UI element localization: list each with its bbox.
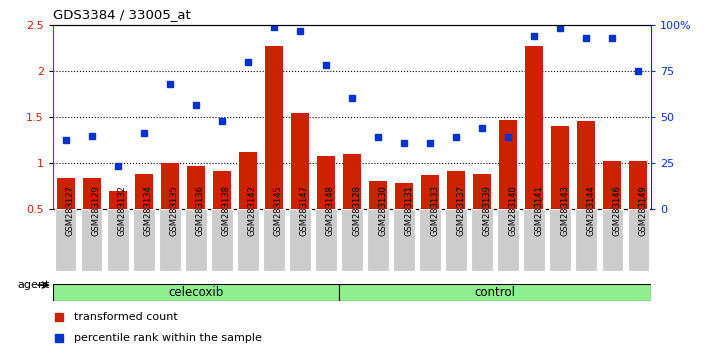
Bar: [53, 284, 339, 301]
Bar: [265, 46, 283, 209]
Bar: [55, 209, 77, 271]
Text: GSM283136: GSM283136: [196, 185, 205, 236]
Bar: [575, 209, 597, 271]
Bar: [108, 192, 127, 209]
Bar: [549, 209, 571, 271]
Bar: [472, 209, 493, 271]
Text: GSM283129: GSM283129: [92, 185, 101, 236]
Bar: [211, 209, 232, 271]
Bar: [185, 209, 206, 271]
Bar: [395, 183, 413, 209]
Bar: [107, 209, 129, 271]
Text: GSM283133: GSM283133: [430, 185, 439, 236]
Bar: [525, 46, 543, 209]
Text: agent: agent: [17, 280, 49, 290]
Text: GSM283132: GSM283132: [118, 185, 127, 236]
Bar: [369, 181, 387, 209]
Bar: [524, 209, 545, 271]
Text: GSM283143: GSM283143: [560, 185, 569, 236]
Bar: [367, 209, 389, 271]
Bar: [213, 171, 231, 209]
Bar: [394, 209, 415, 271]
Text: percentile rank within the sample: percentile rank within the sample: [74, 332, 262, 343]
Text: GSM283135: GSM283135: [170, 185, 179, 236]
Bar: [629, 161, 647, 209]
Text: transformed count: transformed count: [74, 312, 177, 322]
Bar: [133, 209, 155, 271]
Bar: [499, 120, 517, 209]
Bar: [473, 174, 491, 209]
Text: GSM283149: GSM283149: [639, 185, 647, 236]
Bar: [134, 174, 153, 209]
Text: GSM283128: GSM283128: [352, 185, 361, 236]
Text: GSM283146: GSM283146: [612, 185, 621, 236]
Bar: [291, 113, 309, 209]
Text: GSM283134: GSM283134: [144, 185, 153, 236]
Bar: [577, 121, 596, 209]
Bar: [57, 178, 75, 209]
Bar: [420, 209, 441, 271]
Text: control: control: [474, 286, 515, 299]
Bar: [551, 126, 570, 209]
Bar: [289, 209, 310, 271]
Bar: [446, 209, 467, 271]
Bar: [601, 209, 623, 271]
Text: GDS3384 / 33005_at: GDS3384 / 33005_at: [53, 8, 191, 21]
Bar: [603, 161, 622, 209]
Text: celecoxib: celecoxib: [168, 286, 224, 299]
Text: GSM283137: GSM283137: [456, 185, 465, 236]
Text: GSM283148: GSM283148: [326, 185, 335, 236]
Bar: [239, 152, 257, 209]
Bar: [83, 178, 101, 209]
Bar: [421, 175, 439, 209]
Text: GSM283138: GSM283138: [222, 185, 231, 236]
Text: GSM283127: GSM283127: [65, 185, 75, 236]
Bar: [447, 171, 465, 209]
Bar: [339, 284, 651, 301]
Bar: [187, 166, 205, 209]
Bar: [341, 209, 363, 271]
Bar: [498, 209, 519, 271]
Bar: [317, 156, 335, 209]
Bar: [343, 154, 361, 209]
Text: GSM283142: GSM283142: [248, 185, 257, 236]
Text: GSM283140: GSM283140: [508, 185, 517, 236]
Bar: [315, 209, 337, 271]
Text: GSM283130: GSM283130: [378, 185, 387, 236]
Bar: [161, 163, 179, 209]
Bar: [159, 209, 180, 271]
Text: GSM283141: GSM283141: [534, 185, 543, 236]
Text: GSM283147: GSM283147: [300, 185, 309, 236]
Text: GSM283131: GSM283131: [404, 185, 413, 236]
Bar: [81, 209, 103, 271]
Bar: [237, 209, 258, 271]
Text: GSM283145: GSM283145: [274, 185, 283, 236]
Bar: [263, 209, 284, 271]
Text: GSM283144: GSM283144: [586, 185, 595, 236]
Text: GSM283139: GSM283139: [482, 185, 491, 236]
Bar: [627, 209, 649, 271]
